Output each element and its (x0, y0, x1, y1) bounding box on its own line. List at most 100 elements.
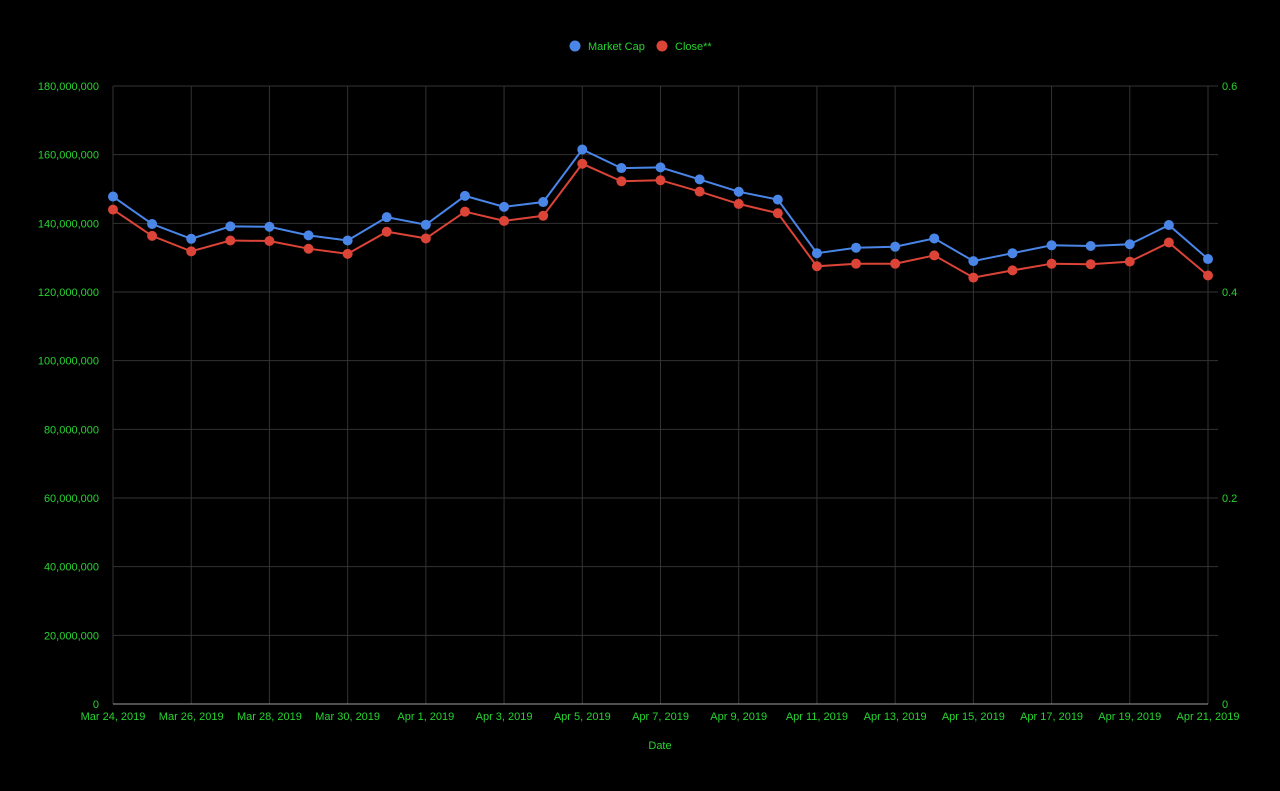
y-right-tick-label: 0.4 (1222, 287, 1237, 299)
data-point-close[interactable] (225, 235, 236, 246)
data-point-close[interactable] (811, 261, 822, 272)
data-point-market-cap[interactable] (538, 197, 549, 208)
data-point-market-cap[interactable] (811, 248, 822, 259)
data-point-market-cap[interactable] (499, 201, 510, 212)
series-close (108, 158, 1213, 283)
y-left-tick-label: 160,000,000 (38, 150, 99, 162)
data-point-market-cap[interactable] (147, 219, 158, 230)
data-point-market-cap[interactable] (420, 219, 431, 230)
y-left-tick-label: 120,000,000 (38, 287, 99, 299)
data-point-market-cap[interactable] (655, 162, 666, 173)
x-tick-label: Apr 17, 2019 (1020, 711, 1083, 723)
x-tick-label: Apr 19, 2019 (1098, 711, 1161, 723)
data-point-market-cap[interactable] (1007, 248, 1018, 259)
legend-label-market-cap: Market Cap (588, 41, 645, 53)
data-point-market-cap[interactable] (1085, 240, 1096, 251)
y-right-tick-label: 0.6 (1222, 81, 1237, 93)
legend-item-close[interactable]: Close** (656, 40, 713, 54)
data-point-market-cap[interactable] (1203, 254, 1213, 265)
y-right-tick-label: 0.2 (1222, 493, 1237, 505)
x-tick-label: Apr 15, 2019 (942, 711, 1005, 723)
data-point-close[interactable] (342, 248, 353, 259)
data-point-close[interactable] (655, 175, 666, 186)
data-point-close[interactable] (577, 158, 588, 169)
data-point-market-cap[interactable] (303, 230, 314, 241)
data-point-close[interactable] (381, 226, 392, 237)
x-tick-label: Apr 9, 2019 (710, 711, 767, 723)
x-tick-label: Mar 30, 2019 (315, 711, 380, 723)
data-point-close[interactable] (499, 215, 510, 226)
data-point-close[interactable] (616, 176, 627, 187)
data-point-close[interactable] (772, 208, 783, 219)
y-left-tick-label: 60,000,000 (44, 493, 99, 505)
data-point-market-cap[interactable] (186, 233, 197, 244)
data-point-close[interactable] (186, 246, 197, 257)
data-point-market-cap[interactable] (929, 233, 940, 244)
y-left-tick-label: 100,000,000 (38, 356, 99, 368)
data-point-close[interactable] (108, 204, 118, 215)
data-point-close[interactable] (420, 233, 431, 244)
x-tick-label: Apr 21, 2019 (1177, 711, 1240, 723)
data-point-close[interactable] (851, 258, 862, 269)
legend-item-market-cap[interactable]: Market Cap (569, 40, 645, 54)
data-point-market-cap[interactable] (577, 144, 588, 155)
x-tick-label: Mar 26, 2019 (159, 711, 224, 723)
data-point-market-cap[interactable] (694, 174, 705, 185)
data-point-market-cap[interactable] (1046, 240, 1057, 251)
y-left-tick-label: 140,000,000 (38, 218, 99, 230)
data-point-close[interactable] (694, 186, 705, 197)
data-point-close[interactable] (147, 230, 158, 241)
data-point-market-cap[interactable] (108, 191, 118, 202)
x-tick-label: Apr 11, 2019 (786, 711, 848, 723)
data-point-market-cap[interactable] (459, 190, 470, 201)
gridlines (112, 85, 1218, 704)
y-left-tick-label: 0 (93, 699, 99, 711)
data-point-market-cap[interactable] (1124, 239, 1135, 250)
y-left-tick-label: 180,000,000 (38, 81, 99, 93)
x-tick-label: Apr 7, 2019 (632, 711, 689, 723)
data-point-market-cap[interactable] (968, 256, 979, 267)
data-point-close[interactable] (1203, 270, 1213, 281)
y-left-tick-label: 20,000,000 (44, 630, 99, 642)
data-point-close[interactable] (538, 210, 549, 221)
data-point-market-cap[interactable] (733, 186, 744, 197)
x-tick-label: Apr 5, 2019 (554, 711, 611, 723)
x-tick-label: Apr 3, 2019 (476, 711, 533, 723)
legend[interactable]: Market Cap Close** (569, 40, 713, 54)
legend-label-close: Close** (675, 41, 712, 53)
data-point-close[interactable] (1124, 256, 1135, 267)
data-point-market-cap[interactable] (890, 241, 901, 252)
data-point-close[interactable] (890, 258, 901, 269)
legend-swatch-close (656, 40, 668, 52)
data-point-close[interactable] (1085, 259, 1096, 270)
data-point-close[interactable] (1046, 258, 1057, 269)
data-point-close[interactable] (1007, 265, 1018, 276)
data-point-market-cap[interactable] (851, 242, 862, 253)
series (108, 144, 1213, 283)
y-left-tick-label: 80,000,000 (44, 424, 99, 436)
data-point-close[interactable] (459, 206, 470, 217)
data-point-close[interactable] (303, 243, 314, 254)
data-point-close[interactable] (1163, 237, 1174, 248)
data-point-market-cap[interactable] (225, 221, 236, 232)
data-point-market-cap[interactable] (1163, 220, 1174, 231)
data-point-market-cap[interactable] (264, 221, 275, 232)
x-tick-label: Apr 1, 2019 (397, 711, 454, 723)
x-tick-label: Mar 24, 2019 (81, 711, 146, 723)
data-point-close[interactable] (968, 272, 979, 283)
y-right-tick-label: 0 (1222, 699, 1228, 711)
x-axis-title: Date (648, 740, 671, 752)
x-tick-label: Mar 28, 2019 (237, 711, 302, 723)
data-point-market-cap[interactable] (616, 163, 627, 174)
data-point-close[interactable] (929, 250, 940, 261)
data-point-close[interactable] (733, 198, 744, 209)
data-point-close[interactable] (264, 236, 275, 247)
axes: 0 20,000,000 40,000,000 60,000,000 80,000,00… (38, 81, 1240, 723)
y-left-tick-label: 40,000,000 (44, 562, 99, 574)
legend-swatch-market-cap (569, 40, 581, 52)
data-point-market-cap[interactable] (381, 212, 392, 223)
data-point-market-cap[interactable] (342, 235, 353, 246)
x-tick-label: Apr 13, 2019 (864, 711, 927, 723)
data-point-market-cap[interactable] (772, 194, 783, 205)
